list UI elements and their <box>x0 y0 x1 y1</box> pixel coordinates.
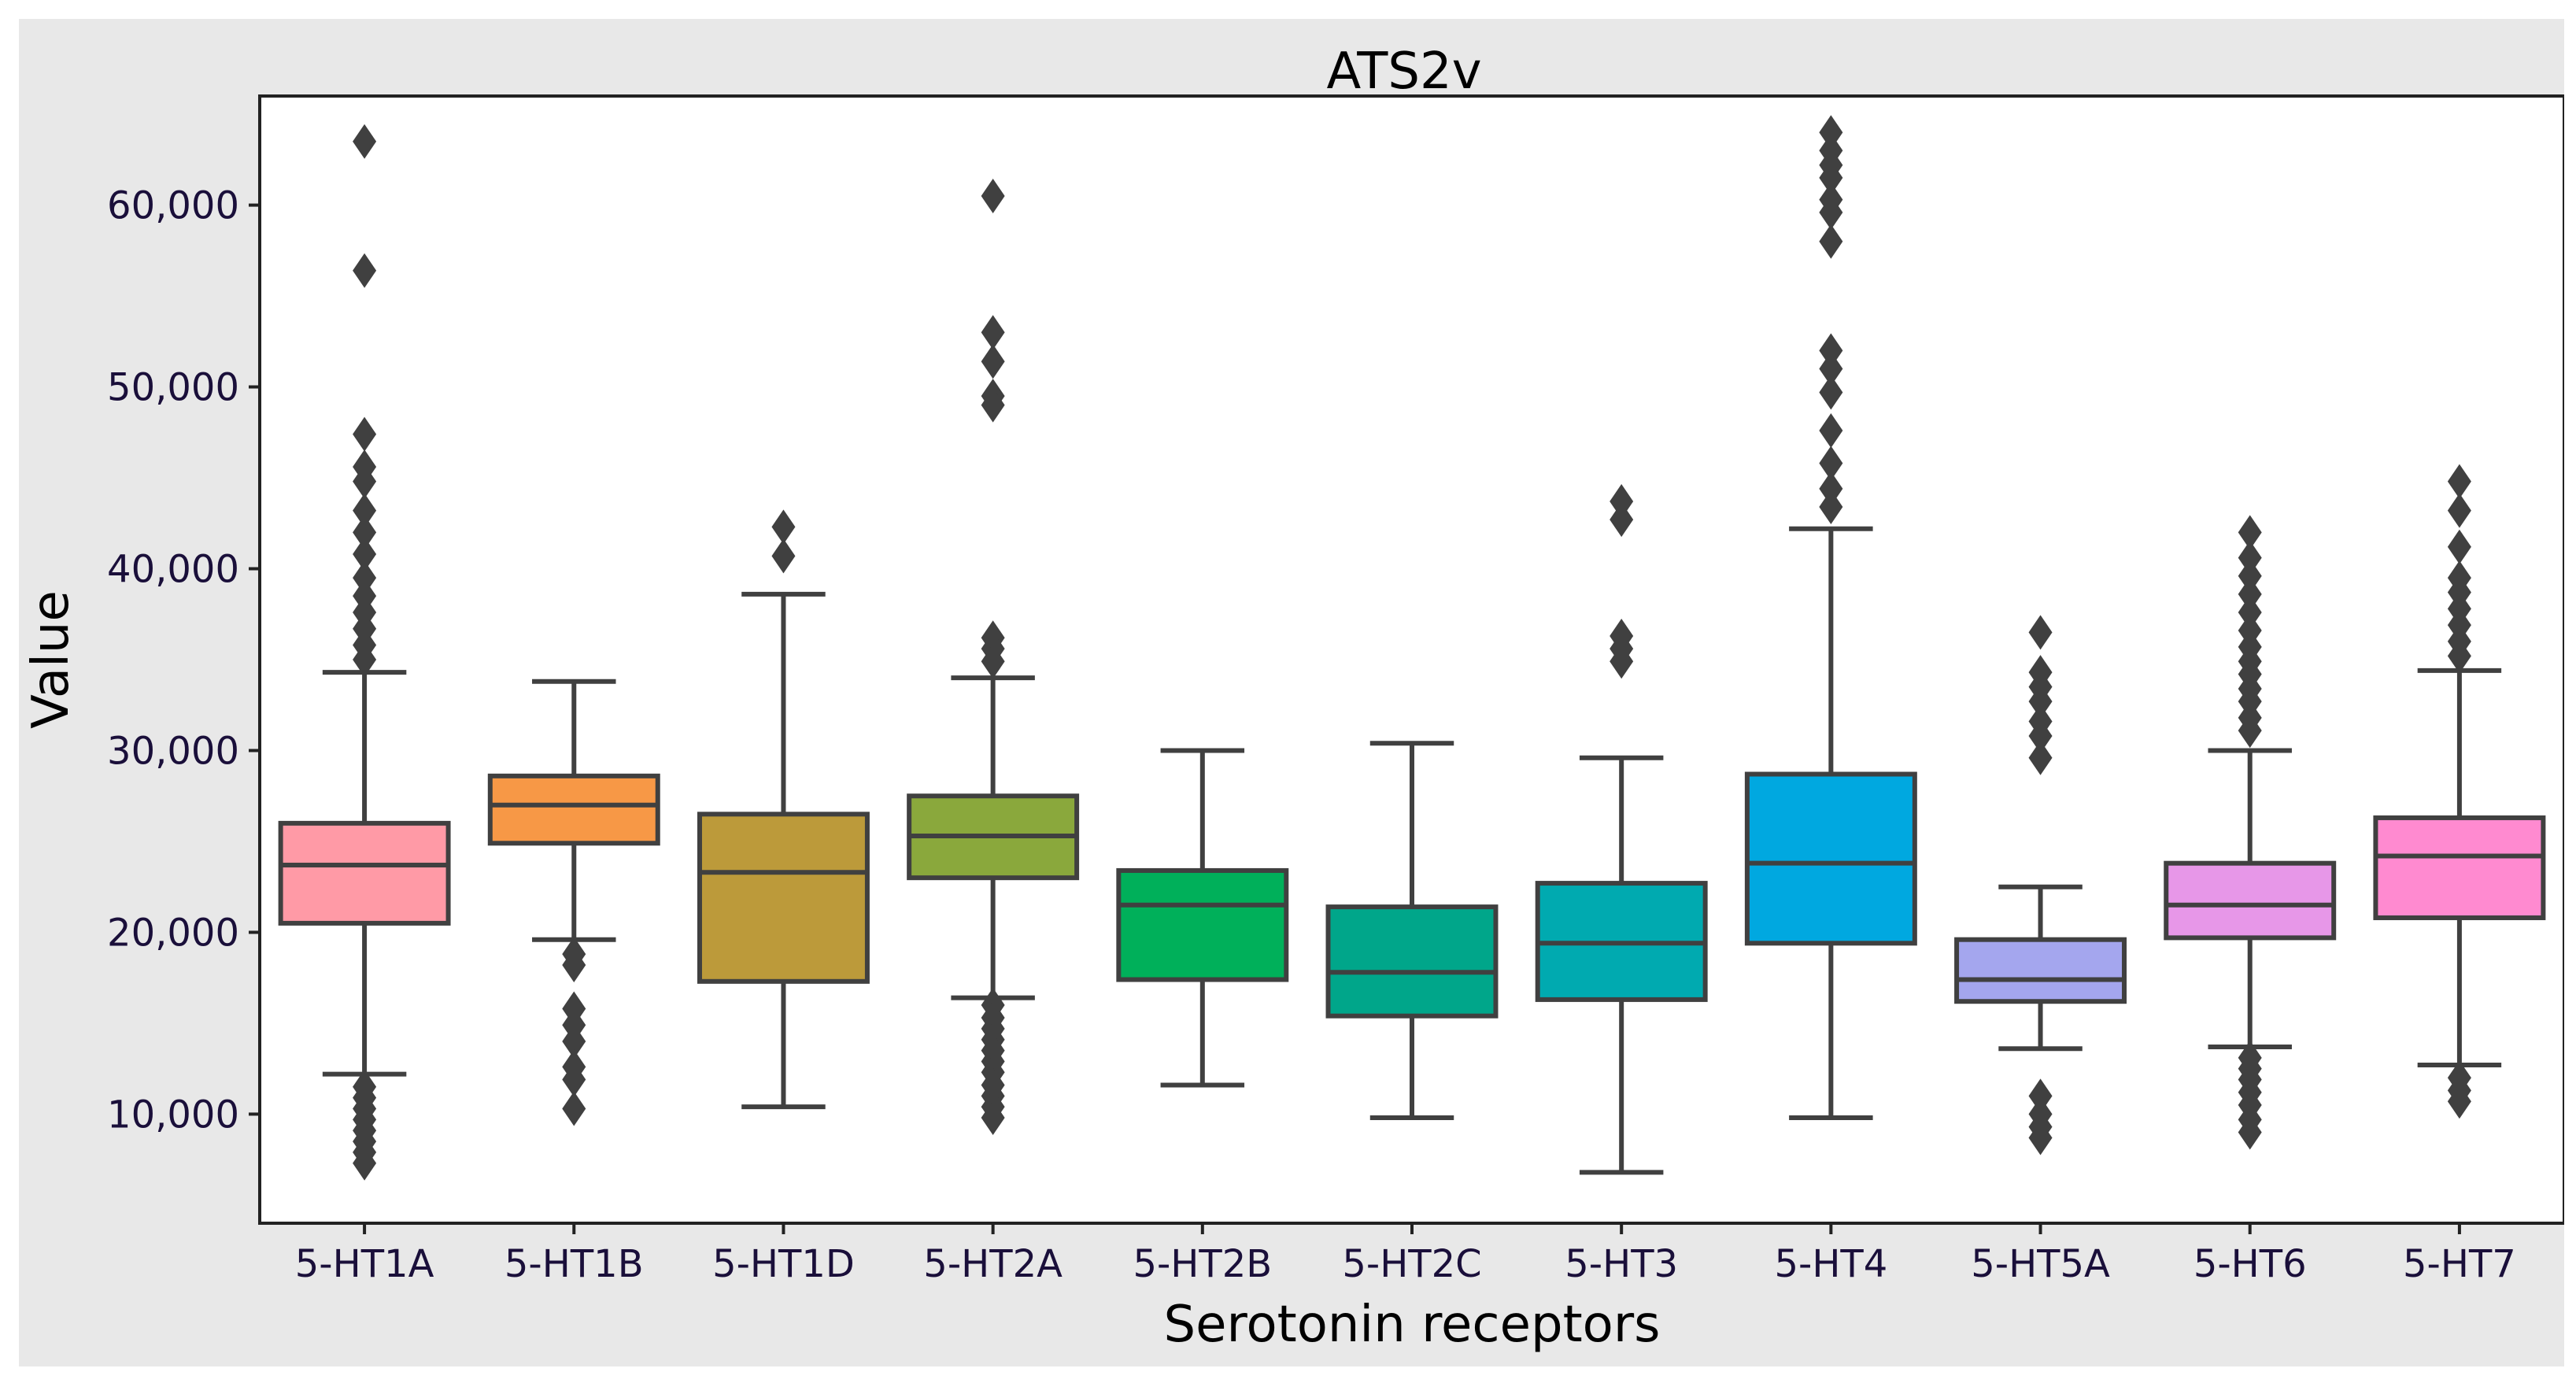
outlier-point <box>2028 684 2053 719</box>
outlier-point <box>1819 412 1843 448</box>
x-tick-label: 5-HT2B <box>1133 1242 1272 1286</box>
outlier-point <box>1610 502 1634 538</box>
box-group <box>907 179 1080 1136</box>
outlier-point <box>2028 719 2053 754</box>
x-tick-label: 5-HT1A <box>295 1242 434 1286</box>
outlier-point <box>562 1091 586 1126</box>
box-group <box>697 509 870 1110</box>
outlier-point <box>2028 740 2053 775</box>
chart-figure: ATS2v 10,000 20,000 30,000 40,000 50,000 60,0… <box>19 19 2564 1366</box>
outlier-point <box>2447 529 2471 564</box>
outlier-point <box>1819 471 1843 506</box>
outlier-point <box>1819 224 1843 259</box>
x-tick-label: 5-HT5A <box>1971 1242 2110 1286</box>
outlier-point <box>353 642 377 677</box>
boxplot-chart: ATS2v 10,000 20,000 30,000 40,000 50,000 60,0… <box>22 43 2564 1354</box>
chart-title: ATS2v <box>1326 43 1481 101</box>
x-tick-label: 5-HT1D <box>712 1242 855 1286</box>
outlier-point <box>981 1100 1005 1136</box>
x-axis: 5-HT1A 5-HT1B 5-HT1D 5-HT2A 5-HT2B 5-HT2C 5-HT… <box>295 1223 2516 1286</box>
outlier-point <box>353 416 377 452</box>
x-tick-label: 5-HT2C <box>1342 1242 1481 1286</box>
outlier-point <box>2028 1078 2053 1114</box>
outlier-point <box>1819 194 1843 230</box>
outlier-point <box>981 315 1005 350</box>
box-group <box>1744 115 1917 1121</box>
box-iqr <box>1325 904 1499 1019</box>
outlier-point <box>2238 558 2262 594</box>
outlier-point <box>2238 1115 2262 1150</box>
box-group <box>487 679 660 1126</box>
y-tick-label: 40,000 <box>107 548 239 592</box>
box-group <box>1954 615 2127 1156</box>
x-tick-label: 5-HT3 <box>1565 1242 1678 1286</box>
outlier-point <box>2238 540 2262 575</box>
box-group <box>1535 484 1708 1175</box>
outlier-point <box>353 1145 377 1181</box>
outlier-point <box>981 179 1005 214</box>
box-group <box>2373 464 2546 1119</box>
x-axis-label: Serotonin receptors <box>1164 1296 1661 1354</box>
outlier-point <box>1819 351 1843 386</box>
box-iqr <box>487 773 660 846</box>
outlier-point <box>1610 484 1634 520</box>
outlier-point <box>562 1024 586 1059</box>
box-iqr <box>1954 937 2127 1004</box>
box-group <box>2164 515 2337 1150</box>
outlier-point <box>2447 1084 2471 1119</box>
outlier-point <box>353 493 377 528</box>
y-axis: 10,000 20,000 30,000 40,000 50,000 60,000 <box>107 184 260 1137</box>
outlier-point <box>353 515 377 550</box>
outlier-point <box>1819 489 1843 524</box>
outlier-point <box>1610 644 1634 679</box>
box-series <box>278 115 2546 1181</box>
x-tick-label: 5-HT1B <box>504 1242 644 1286</box>
outlier-point <box>2028 1120 2053 1156</box>
y-tick-label: 50,000 <box>107 366 239 410</box>
box-iqr <box>697 812 870 984</box>
outlier-point <box>353 537 377 572</box>
outlier-point <box>353 464 377 499</box>
outlier-point <box>353 253 377 288</box>
y-tick-label: 10,000 <box>107 1093 239 1137</box>
outlier-point <box>2238 515 2262 550</box>
y-axis-label: Value <box>22 590 80 729</box>
outlier-point <box>2238 576 2262 612</box>
outlier-point <box>562 948 586 983</box>
box-iqr <box>1116 867 1289 982</box>
outlier-point <box>1819 375 1843 410</box>
box-iqr <box>2373 815 2546 920</box>
x-tick-label: 5-HT7 <box>2403 1242 2516 1286</box>
x-tick-label: 5-HT6 <box>2193 1242 2307 1286</box>
outlier-point <box>353 560 377 596</box>
box-iqr <box>278 820 451 926</box>
outlier-point <box>353 124 377 159</box>
outlier-point <box>2028 615 2053 650</box>
outlier-point <box>981 644 1005 679</box>
outlier-point <box>1819 446 1843 481</box>
box-group <box>278 124 451 1181</box>
x-tick-label: 5-HT4 <box>1774 1242 1887 1286</box>
box-iqr <box>2164 860 2337 941</box>
x-tick-label: 5-HT2A <box>923 1242 1063 1286</box>
box-iqr <box>1744 771 1917 946</box>
outlier-point <box>2447 464 2471 499</box>
outlier-point <box>2238 594 2262 630</box>
y-tick-label: 20,000 <box>107 911 239 955</box>
y-tick-label: 30,000 <box>107 729 239 773</box>
outlier-point <box>981 344 1005 379</box>
outlier-point <box>562 1062 586 1097</box>
outlier-point <box>2447 493 2471 528</box>
outlier-point <box>2447 638 2471 674</box>
outlier-point <box>771 538 796 574</box>
outlier-point <box>2238 713 2262 749</box>
outlier-point <box>771 509 796 545</box>
outlier-point <box>981 387 1005 423</box>
y-tick-label: 60,000 <box>107 184 239 228</box>
outlier-point <box>1819 115 1843 150</box>
outlier-point <box>1819 160 1843 195</box>
outlier-point <box>1819 333 1843 368</box>
box-group <box>1325 741 1499 1121</box>
box-group <box>1116 748 1289 1088</box>
